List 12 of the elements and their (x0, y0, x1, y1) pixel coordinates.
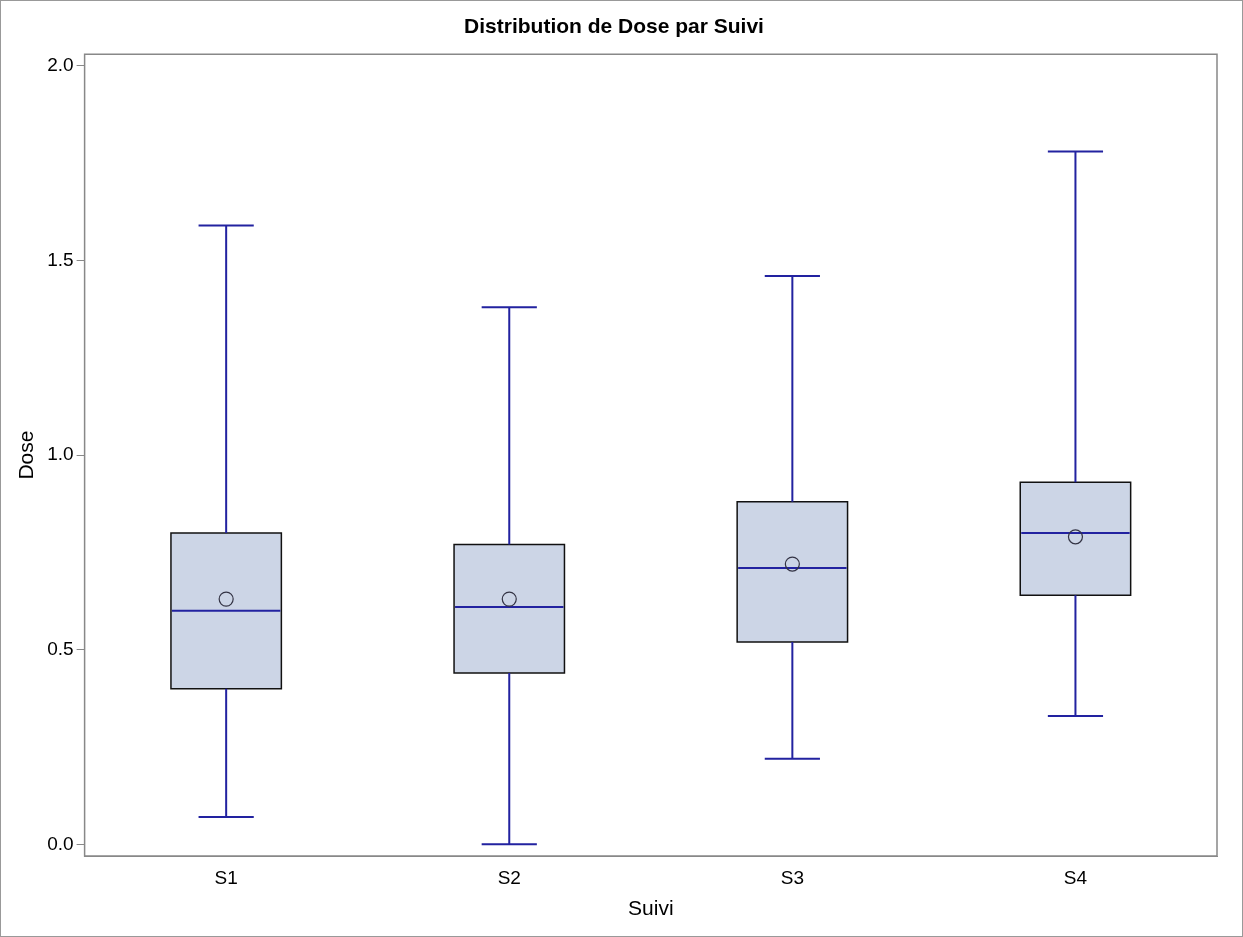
y-axis-title: Dose (14, 430, 38, 480)
y-tick-label: 1.0 (47, 443, 74, 465)
x-tick-label: S3 (780, 866, 804, 888)
y-tick-label: 2.0 (47, 54, 74, 76)
y-tick-label: 1.5 (47, 248, 74, 270)
x-tick-label: S1 (214, 866, 238, 888)
y-tick-label: 0.0 (47, 832, 74, 854)
y-tick-label: 0.5 (47, 637, 74, 659)
chart-title: Distribution de Dose par Suivi (464, 14, 764, 38)
x-axis-title: Suivi (628, 896, 674, 920)
x-tick-label: S2 (497, 866, 521, 888)
x-tick-label: S4 (1063, 866, 1088, 888)
